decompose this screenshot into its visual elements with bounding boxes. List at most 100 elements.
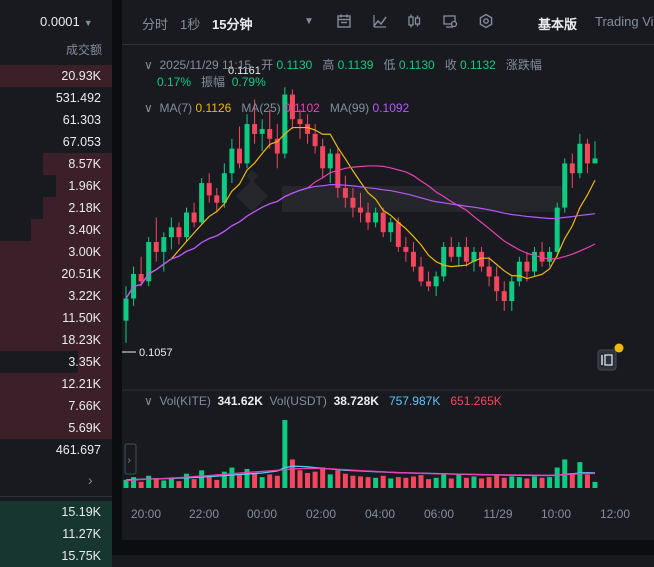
ask-row[interactable]: 20.51K bbox=[0, 263, 112, 285]
chevron-right-icon[interactable]: › bbox=[88, 472, 93, 488]
ask-row[interactable]: 61.303 bbox=[0, 109, 112, 131]
ask-row[interactable]: 11.50K bbox=[0, 307, 112, 329]
chevron-down-icon[interactable]: ∨ bbox=[144, 394, 153, 408]
tab-15m[interactable]: 15分钟 bbox=[212, 17, 253, 32]
volume-bar bbox=[289, 459, 295, 488]
candle bbox=[547, 246, 553, 267]
candle bbox=[214, 187, 220, 213]
chevron-down-icon[interactable]: ∨ bbox=[144, 58, 153, 72]
volume-bar bbox=[365, 477, 371, 488]
volume-bar bbox=[509, 476, 515, 488]
high-price-marker: 0.1161 bbox=[228, 65, 261, 77]
candle bbox=[252, 99, 258, 144]
panel-divider bbox=[112, 0, 122, 555]
volume-bar bbox=[569, 473, 575, 488]
volume-bar bbox=[214, 479, 220, 488]
ask-row[interactable]: 3.00K bbox=[0, 241, 112, 263]
depth-bar bbox=[0, 373, 112, 395]
candle bbox=[365, 202, 371, 230]
ask-row[interactable]: 12.21K bbox=[0, 373, 112, 395]
candle bbox=[305, 114, 311, 144]
change-value: 0.17% bbox=[157, 75, 192, 89]
candle bbox=[562, 158, 568, 213]
candle bbox=[274, 124, 280, 169]
ask-row[interactable]: 3.40K bbox=[0, 219, 112, 241]
chart-panel: 分时 1秒 15分钟 ▼ bbox=[122, 0, 654, 540]
volume-bar bbox=[441, 473, 447, 488]
candle bbox=[531, 246, 537, 277]
ohlc-legend-line2: 0.17% 振幅 0.79% bbox=[157, 75, 266, 89]
turnover-value: 20.93K bbox=[61, 69, 101, 83]
bid-row[interactable]: 11.27K bbox=[0, 523, 112, 545]
volume-bar bbox=[221, 471, 227, 488]
volume-bar bbox=[342, 473, 348, 488]
volume-bar bbox=[153, 478, 159, 488]
candle bbox=[554, 202, 560, 257]
ask-row[interactable]: 18.23K bbox=[0, 329, 112, 351]
candle bbox=[221, 163, 227, 208]
volume-bar bbox=[146, 475, 152, 488]
bid-row[interactable]: 15.75K bbox=[0, 545, 112, 567]
collapse-vol-button[interactable]: › bbox=[124, 443, 137, 475]
candle bbox=[123, 286, 129, 343]
ask-row[interactable]: 20.93K bbox=[0, 65, 112, 87]
price-precision-select[interactable]: 0.0001 ▼ bbox=[40, 14, 93, 29]
ask-row[interactable]: 67.053 bbox=[0, 131, 112, 153]
candle bbox=[312, 124, 318, 154]
calendar-icon[interactable] bbox=[336, 13, 352, 29]
candle bbox=[267, 109, 273, 149]
turnover-value: 3.22K bbox=[68, 289, 101, 303]
order-book: 0.0001 ▼ 成交额 20.93K 531.492 61.303 67.053 8.5… bbox=[0, 0, 112, 567]
candle bbox=[320, 138, 326, 179]
bottom-tabs-strip bbox=[122, 540, 654, 555]
view-tradingview-button[interactable]: Trading Vi bbox=[595, 14, 654, 29]
ask-row[interactable]: 7.66K bbox=[0, 395, 112, 417]
bid-row[interactable]: 15.19K bbox=[0, 501, 112, 523]
candle bbox=[441, 242, 447, 282]
order-history-toggle[interactable] bbox=[597, 343, 624, 371]
candle bbox=[569, 153, 575, 188]
column-header-turnover: 成交额 bbox=[65, 43, 102, 57]
ask-row[interactable]: 3.22K bbox=[0, 285, 112, 307]
volume-bar bbox=[199, 470, 205, 488]
ask-row[interactable]: 1.96K bbox=[0, 175, 112, 197]
chart-toolbar: 分时 1秒 15分钟 ▼ bbox=[122, 0, 654, 45]
high-price-label: 0.1161 bbox=[228, 65, 261, 77]
volume-bar bbox=[252, 473, 258, 488]
volume-bar bbox=[282, 420, 288, 488]
turnover-value: 67.053 bbox=[62, 135, 101, 149]
interval-dropdown-icon[interactable]: ▼ bbox=[304, 16, 314, 27]
candle bbox=[433, 271, 439, 297]
depth-bar bbox=[42, 197, 112, 219]
volume-bar bbox=[138, 481, 144, 488]
candle bbox=[471, 246, 477, 272]
view-basic-button[interactable]: 基本版 bbox=[538, 17, 578, 32]
settings-icon[interactable] bbox=[478, 13, 494, 29]
tab-1s[interactable]: 1秒 bbox=[180, 17, 201, 32]
volume-bar bbox=[403, 477, 409, 488]
volume-bar bbox=[123, 479, 129, 488]
candle bbox=[358, 192, 363, 223]
candlestick-chart[interactable]: 20:00 22:00 00:00 02:00 04:00 06:00 11/29 10:00… bbox=[122, 0, 654, 540]
drawing-tools-icon[interactable] bbox=[442, 13, 458, 29]
volume-bar bbox=[494, 475, 500, 488]
ask-row[interactable]: 2.18K bbox=[0, 197, 112, 219]
x-tick-label: 12:00 bbox=[600, 507, 630, 521]
volume-bar bbox=[176, 481, 182, 488]
ask-row[interactable]: 461.697 bbox=[0, 439, 112, 461]
volume-bar bbox=[131, 477, 137, 488]
turnover-value: 531.492 bbox=[55, 91, 101, 105]
ma7-value: 0.1126 bbox=[195, 101, 232, 115]
ask-row[interactable]: 8.57K bbox=[0, 153, 112, 175]
ask-row[interactable]: 531.492 bbox=[0, 87, 112, 109]
candle-type-icon[interactable] bbox=[406, 13, 422, 29]
chevron-down-icon[interactable]: ∨ bbox=[144, 101, 153, 115]
depth-bar bbox=[31, 219, 112, 241]
ask-row[interactable]: 5.69K bbox=[0, 417, 112, 439]
candle bbox=[456, 242, 462, 267]
ask-row[interactable]: 3.35K bbox=[0, 351, 112, 373]
tab-timeline[interactable]: 分时 bbox=[142, 17, 169, 32]
ohlc-legend: ∨ 2025/11/29 11:15 开 0.1130 高 0.1139 低 0… bbox=[144, 58, 542, 72]
volume-bar bbox=[206, 476, 212, 488]
indicator-icon[interactable] bbox=[372, 13, 388, 29]
